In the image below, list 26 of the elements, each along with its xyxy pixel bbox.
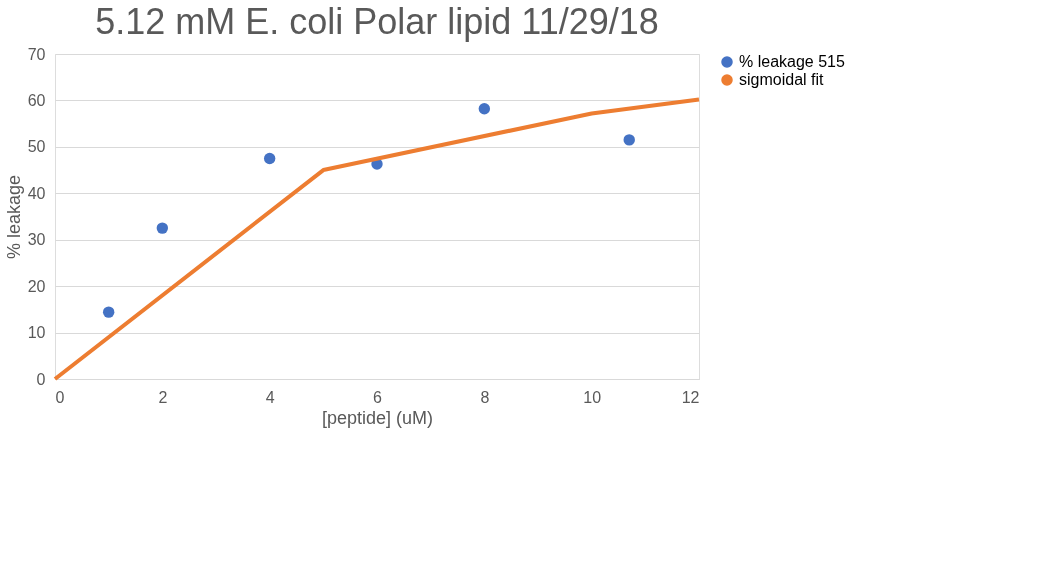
y-tick-label: 30 (27, 231, 46, 249)
legend-label: sigmoidal fit (739, 71, 825, 88)
x-tick-label: 10 (583, 388, 602, 406)
point (102, 306, 115, 318)
y-tick-label: 60 (27, 91, 46, 109)
x-tick-label: 6 (373, 388, 383, 406)
y-tick-label: 0 (36, 370, 46, 388)
x-axis-title: [peptide] (uM) (321, 407, 434, 428)
y-tick-label: 10 (27, 324, 46, 342)
x-tick-label: 12 (681, 388, 700, 406)
x-tick-label: 4 (265, 388, 275, 406)
x-tick-label: 0 (55, 388, 65, 406)
line-series (53, 97, 701, 381)
y-axis-title: % leakage (3, 174, 24, 260)
y-tick-label: 40 (27, 184, 46, 202)
y-tick-label: 20 (27, 277, 46, 295)
point (478, 103, 491, 115)
point (623, 134, 635, 146)
x-tick-label: 8 (480, 388, 490, 406)
point (156, 222, 169, 234)
point (263, 152, 276, 165)
y-tick-label: 70 (27, 45, 46, 63)
chart-title: 5.12 mM E. coli Polar lipid 11/29/18 (95, 1, 659, 42)
legend-label: % leakage 515 (739, 53, 845, 70)
y-tick-label: 50 (27, 138, 46, 156)
x-tick-label: 2 (158, 388, 168, 406)
